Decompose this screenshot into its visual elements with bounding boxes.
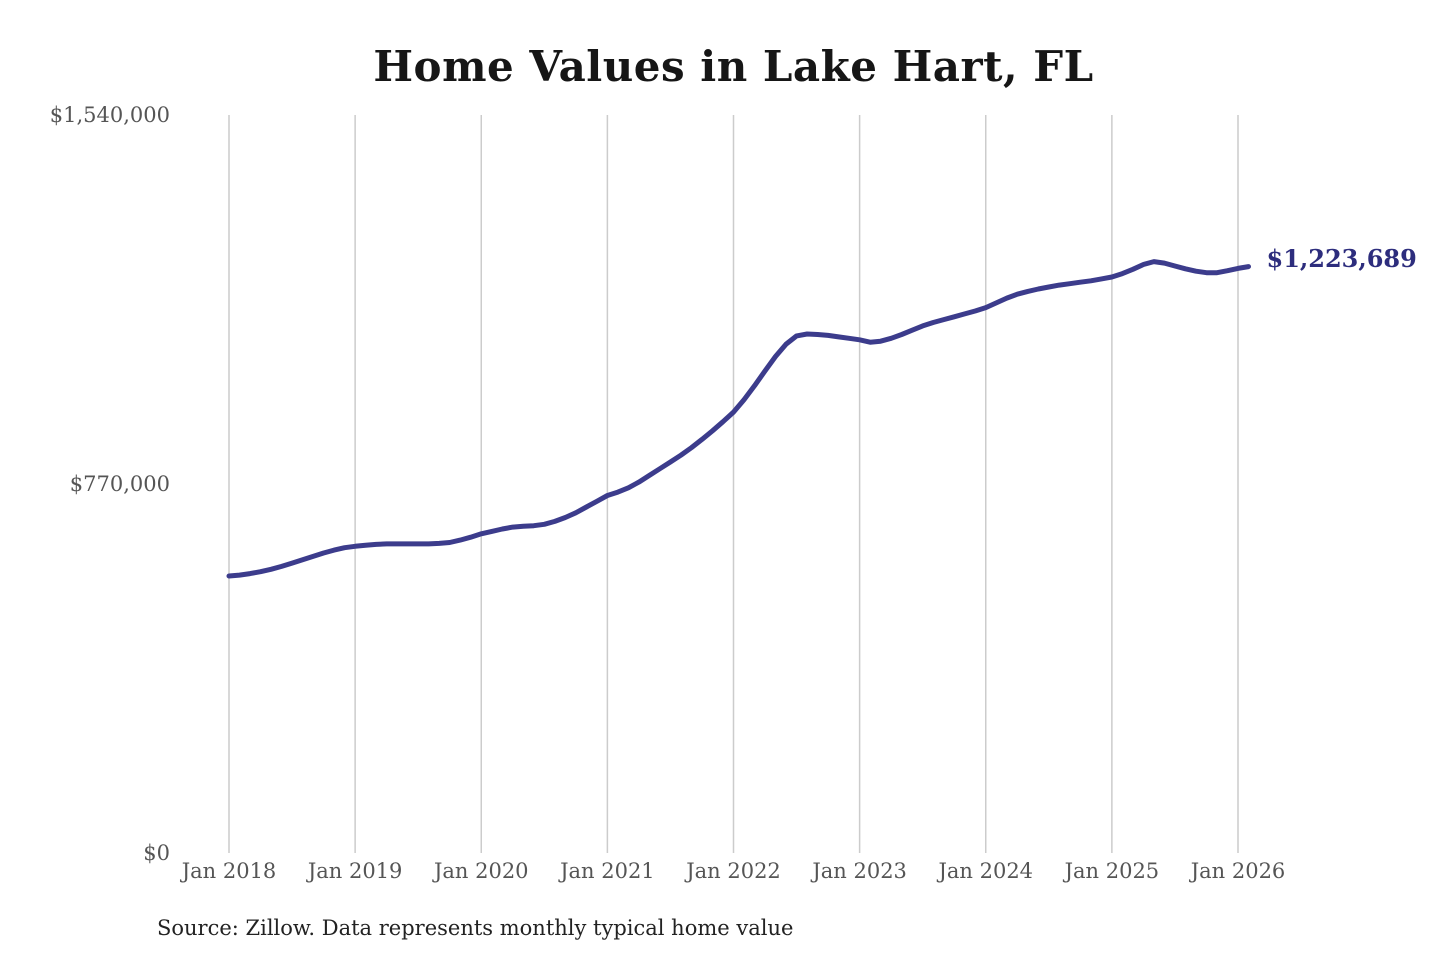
x-tick-label: Jan 2019 — [307, 859, 403, 883]
x-axis-labels: Jan 2018 Jan 2019 Jan 2020 Jan 2021 Jan 2022… — [0, 857, 1440, 889]
x-tick-label: Jan 2024 — [938, 859, 1034, 883]
x-tick-label: Jan 2025 — [1064, 859, 1160, 883]
y-tick-label: $770,000 — [69, 472, 170, 496]
x-tick-label: Jan 2021 — [560, 859, 655, 883]
x-tick-label: Jan 2026 — [1190, 859, 1286, 883]
y-axis-labels: $0 $770,000 $1,540,000 — [0, 0, 170, 960]
x-tick-label: Jan 2022 — [686, 859, 781, 883]
y-tick-label: $0 — [143, 841, 170, 865]
x-tick-label: Jan 2020 — [433, 859, 529, 883]
home-value-line — [226, 259, 1251, 579]
x-tick-label: Jan 2018 — [181, 859, 277, 883]
x-tick-label: Jan 2023 — [812, 859, 907, 883]
current-value-label: $1,223,689 — [1266, 243, 1417, 273]
chart-title: Home Values in Lake Hart, FL — [373, 42, 1094, 91]
source-note: Source: Zillow. Data represents monthly … — [157, 916, 794, 940]
y-tick-label: $1,540,000 — [49, 103, 170, 127]
gridlines — [228, 115, 1239, 853]
